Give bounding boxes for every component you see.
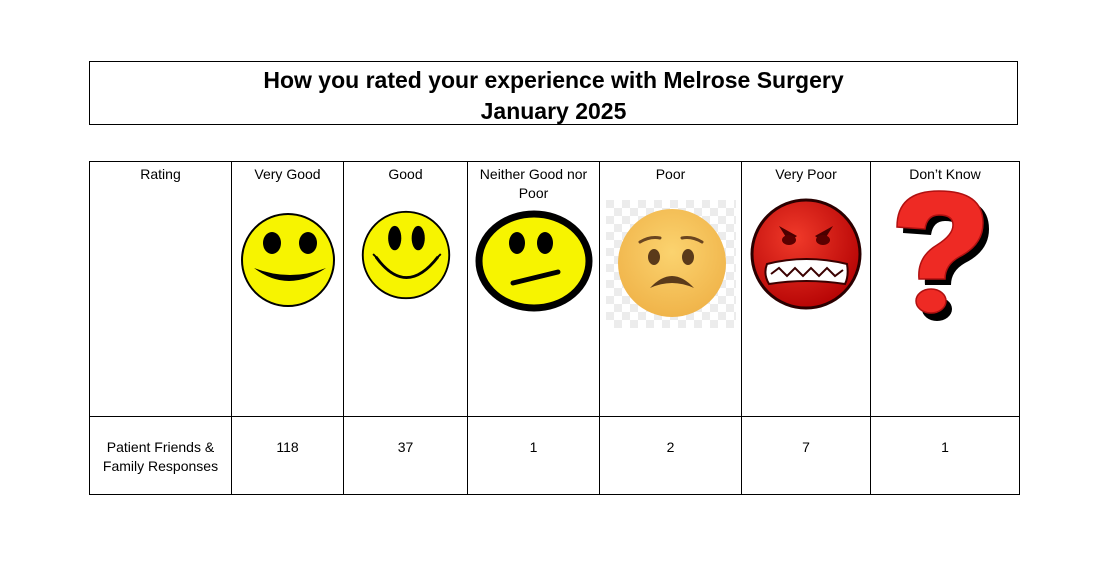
- page-subtitle-date: January 2025: [480, 98, 627, 124]
- question-mark-icon: [896, 190, 989, 321]
- neither-label: Neither Good nor Poor: [479, 166, 588, 201]
- angry-face-icon: [750, 198, 862, 310]
- title-box: How you rated your experience with Melro…: [89, 61, 1018, 125]
- very-good-count: 118: [231, 416, 344, 495]
- neither-count: 1: [467, 416, 600, 495]
- responses-row: Patient Friends & Family Responses 118 3…: [89, 416, 1020, 495]
- column-poor: Poor: [599, 161, 742, 417]
- very-good-smiley-icon: [240, 213, 335, 307]
- responses-row-label: Patient Friends & Family Responses: [102, 439, 219, 474]
- worried-face-icon: [605, 200, 736, 328]
- good-label: Good: [388, 166, 423, 182]
- page-title: How you rated your experience with Melro…: [263, 67, 844, 93]
- very-poor-label: Very Poor: [775, 166, 837, 182]
- table-header-row: Rating Very Good Good Neither Good nor P: [89, 161, 1020, 417]
- poor-count: 2: [599, 416, 742, 495]
- good-count: 37: [343, 416, 468, 495]
- column-very-good: Very Good: [231, 161, 344, 417]
- very-poor-count: 7: [741, 416, 871, 495]
- neutral-face-icon: [475, 210, 592, 312]
- column-neither: Neither Good nor Poor: [467, 161, 600, 417]
- poor-label: Poor: [655, 166, 686, 182]
- very-good-label: Very Good: [254, 166, 321, 182]
- column-dont-know: Don’t Know: [870, 161, 1020, 417]
- column-very-poor: Very Poor: [741, 161, 871, 417]
- dont-know-label: Don’t Know: [909, 166, 981, 182]
- rating-header-label: Rating: [140, 166, 181, 182]
- good-smiley-icon: [361, 210, 450, 300]
- column-good: Good: [343, 161, 468, 417]
- rating-header-cell: Rating: [89, 161, 232, 417]
- ratings-table: Rating Very Good Good Neither Good nor P: [89, 161, 1020, 495]
- dont-know-count: 1: [870, 416, 1020, 495]
- responses-row-label-cell: Patient Friends & Family Responses: [89, 416, 232, 495]
